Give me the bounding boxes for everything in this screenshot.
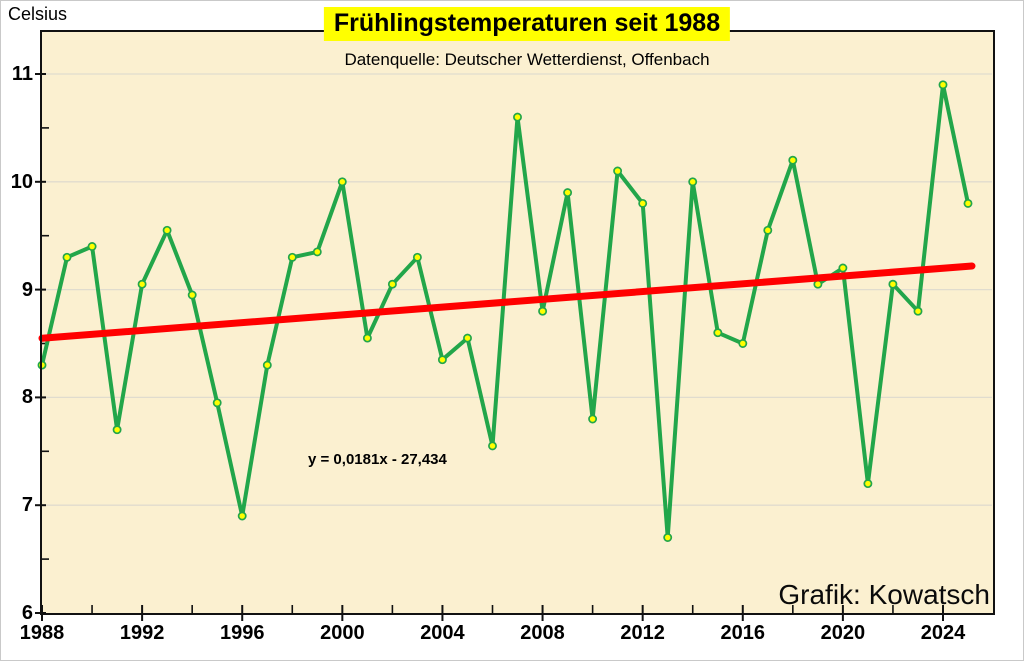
data-point bbox=[938, 80, 948, 90]
data-point bbox=[362, 333, 372, 343]
x-axis-label: 1992 bbox=[119, 622, 165, 644]
data-point bbox=[813, 279, 823, 289]
trend-line bbox=[38, 262, 976, 342]
x-axis-label: 2004 bbox=[420, 622, 465, 644]
data-point bbox=[588, 414, 598, 424]
x-axis-label: 2024 bbox=[920, 622, 966, 644]
credit-label: Grafik: Kowatsch bbox=[778, 579, 990, 610]
x-axis-label: 2020 bbox=[820, 622, 866, 644]
x-axis-label: 1988 bbox=[19, 622, 65, 644]
x-axis-label: 2008 bbox=[520, 622, 565, 644]
y-axis-label: 6 bbox=[21, 602, 33, 624]
data-point bbox=[262, 360, 272, 370]
data-point bbox=[412, 252, 422, 262]
data-point bbox=[838, 263, 848, 273]
x-axis-label: 2016 bbox=[720, 622, 766, 644]
data-point bbox=[738, 339, 748, 348]
data-point bbox=[788, 155, 798, 165]
y-axis-unit-label: Celsius bbox=[8, 4, 68, 24]
temperature-line bbox=[40, 82, 970, 540]
data-point bbox=[538, 306, 548, 316]
data-point bbox=[162, 225, 172, 235]
y-axis-label: 9 bbox=[21, 278, 33, 301]
data-point bbox=[237, 511, 247, 521]
data-point bbox=[763, 225, 773, 235]
data-point bbox=[688, 177, 698, 187]
y-axis-label: 11 bbox=[11, 63, 33, 85]
data-point bbox=[888, 279, 898, 289]
data-point bbox=[387, 279, 397, 289]
data-point bbox=[187, 290, 197, 300]
x-axis-label: 2000 bbox=[320, 622, 365, 644]
data-point bbox=[112, 425, 122, 435]
data-point bbox=[963, 198, 973, 208]
data-point bbox=[663, 533, 673, 542]
data-point bbox=[337, 177, 347, 187]
data-point bbox=[488, 441, 497, 451]
data-point bbox=[513, 112, 522, 122]
data-point bbox=[463, 333, 472, 343]
y-axis-label: 10 bbox=[10, 170, 33, 193]
data-point bbox=[87, 242, 97, 251]
data-point bbox=[62, 252, 72, 262]
data-point bbox=[863, 479, 873, 489]
data-point bbox=[563, 188, 573, 198]
data-point bbox=[287, 252, 297, 262]
data-point bbox=[137, 279, 147, 289]
data-point bbox=[312, 247, 322, 257]
x-axis-label: 1996 bbox=[219, 622, 265, 644]
chart-title: Frühlingstemperaturen seit 1988 bbox=[323, 7, 731, 41]
trendline-equation-label: y = 0,0181x - 27,434 bbox=[308, 451, 447, 468]
data-point bbox=[713, 328, 723, 338]
data-point bbox=[437, 355, 447, 365]
y-axis-label: 8 bbox=[21, 386, 33, 409]
data-point bbox=[212, 398, 222, 408]
data-source-subtitle: Datenquelle: Deutscher Wetterdienst, Off… bbox=[344, 50, 710, 69]
data-point bbox=[613, 166, 623, 176]
x-axis-label: 2012 bbox=[620, 622, 665, 644]
y-axis-label: 7 bbox=[21, 494, 33, 517]
data-point bbox=[913, 306, 923, 316]
data-point bbox=[638, 198, 648, 208]
